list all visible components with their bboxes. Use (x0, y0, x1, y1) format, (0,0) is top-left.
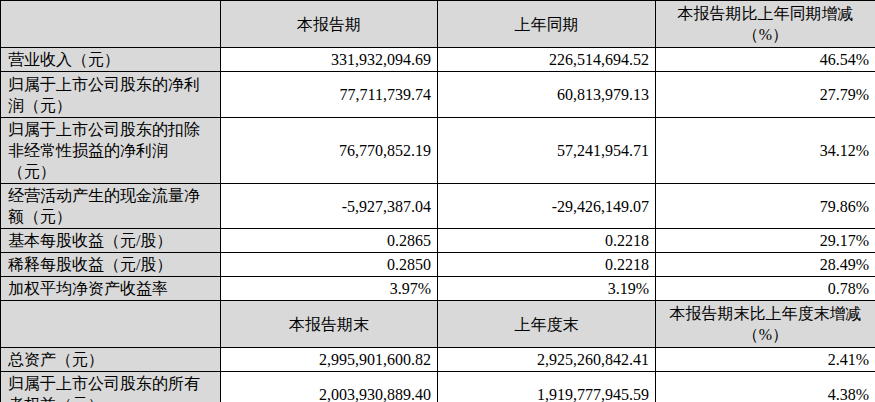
value-prior: 226,514,694.52 (438, 48, 656, 72)
col-header-change-pct: 本报告期比上年同期增减 （%） (656, 1, 875, 48)
row-label: 归属于上市公司股东的净利润（元） (1, 72, 221, 118)
value-change: 79.86% (656, 184, 875, 229)
value-current: -5,927,387.04 (221, 184, 438, 229)
value-current: 3.97% (221, 277, 438, 301)
row-label: 营业收入（元） (1, 48, 221, 72)
table-row-net-profit: 归属于上市公司股东的净利润（元） 77,711,739.74 60,813,97… (1, 72, 875, 118)
row-label: 经营活动产生的现金流量净额（元） (1, 184, 221, 229)
value-change: 46.54% (656, 48, 875, 72)
col-header-current-period-end: 本报告期末 (221, 301, 438, 348)
row-label: 稀释每股收益（元/股） (1, 253, 221, 277)
value-prior: 1,919,777,945.59 (438, 372, 656, 402)
value-prior: 2,925,260,842.41 (438, 348, 656, 372)
value-change: 27.79% (656, 72, 875, 118)
value-current: 2,995,901,600.82 (221, 348, 438, 372)
value-prior: 60,813,979.13 (438, 72, 656, 118)
table-row-basic-eps: 基本每股收益（元/股） 0.2865 0.2218 29.17% (1, 229, 875, 253)
col-header-prior-period: 上年同期 (438, 1, 656, 48)
table-row-shareholders-equity: 归属于上市公司股东的所有者权益（元） 2,003,930,889.40 1,91… (1, 372, 875, 402)
value-change: 28.49% (656, 253, 875, 277)
table-row-total-assets: 总资产（元） 2,995,901,600.82 2,925,260,842.41… (1, 348, 875, 372)
value-current: 331,932,094.69 (221, 48, 438, 72)
value-prior: 3.19% (438, 277, 656, 301)
col-header-current-period: 本报告期 (221, 1, 438, 48)
table-row-weighted-avg-roe: 加权平均净资产收益率 3.97% 3.19% 0.78% (1, 277, 875, 301)
value-change: 4.38% (656, 372, 875, 402)
value-change: 0.78% (656, 277, 875, 301)
value-prior: 0.2218 (438, 253, 656, 277)
corner-cell (1, 301, 221, 348)
col-header-change-pct-period-end: 本报告期末比上年度末增减 （%） (656, 301, 875, 348)
value-current: 77,711,739.74 (221, 72, 438, 118)
row-label: 加权平均净资产收益率 (1, 277, 221, 301)
table-row-diluted-eps: 稀释每股收益（元/股） 0.2850 0.2218 28.49% (1, 253, 875, 277)
value-prior: 0.2218 (438, 229, 656, 253)
corner-cell (1, 1, 221, 48)
value-prior: -29,426,149.07 (438, 184, 656, 229)
section1-header-row: 本报告期 上年同期 本报告期比上年同期增减 （%） (1, 1, 875, 48)
row-label: 归属于上市公司股东的所有者权益（元） (1, 372, 221, 402)
value-current: 2,003,930,889.40 (221, 372, 438, 402)
row-label: 基本每股收益（元/股） (1, 229, 221, 253)
row-label: 总资产（元） (1, 348, 221, 372)
table-row-operating-cash-flow: 经营活动产生的现金流量净额（元） -5,927,387.04 -29,426,1… (1, 184, 875, 229)
value-prior: 57,241,954.71 (438, 118, 656, 184)
value-current: 76,770,852.19 (221, 118, 438, 184)
value-change: 29.17% (656, 229, 875, 253)
financial-summary-table: 本报告期 上年同期 本报告期比上年同期增减 （%） 营业收入（元） 331,93… (0, 0, 875, 402)
value-current: 0.2850 (221, 253, 438, 277)
table-row-net-profit-excl-nonrecurring: 归属于上市公司股东的扣除非经常性损益的净利润（元） 76,770,852.19 … (1, 118, 875, 184)
row-label: 归属于上市公司股东的扣除非经常性损益的净利润（元） (1, 118, 221, 184)
value-current: 0.2865 (221, 229, 438, 253)
section2-header-row: 本报告期末 上年度末 本报告期末比上年度末增减 （%） (1, 301, 875, 348)
col-header-prior-year-end: 上年度末 (438, 301, 656, 348)
value-change: 2.41% (656, 348, 875, 372)
table-row-revenue: 营业收入（元） 331,932,094.69 226,514,694.52 46… (1, 48, 875, 72)
value-change: 34.12% (656, 118, 875, 184)
